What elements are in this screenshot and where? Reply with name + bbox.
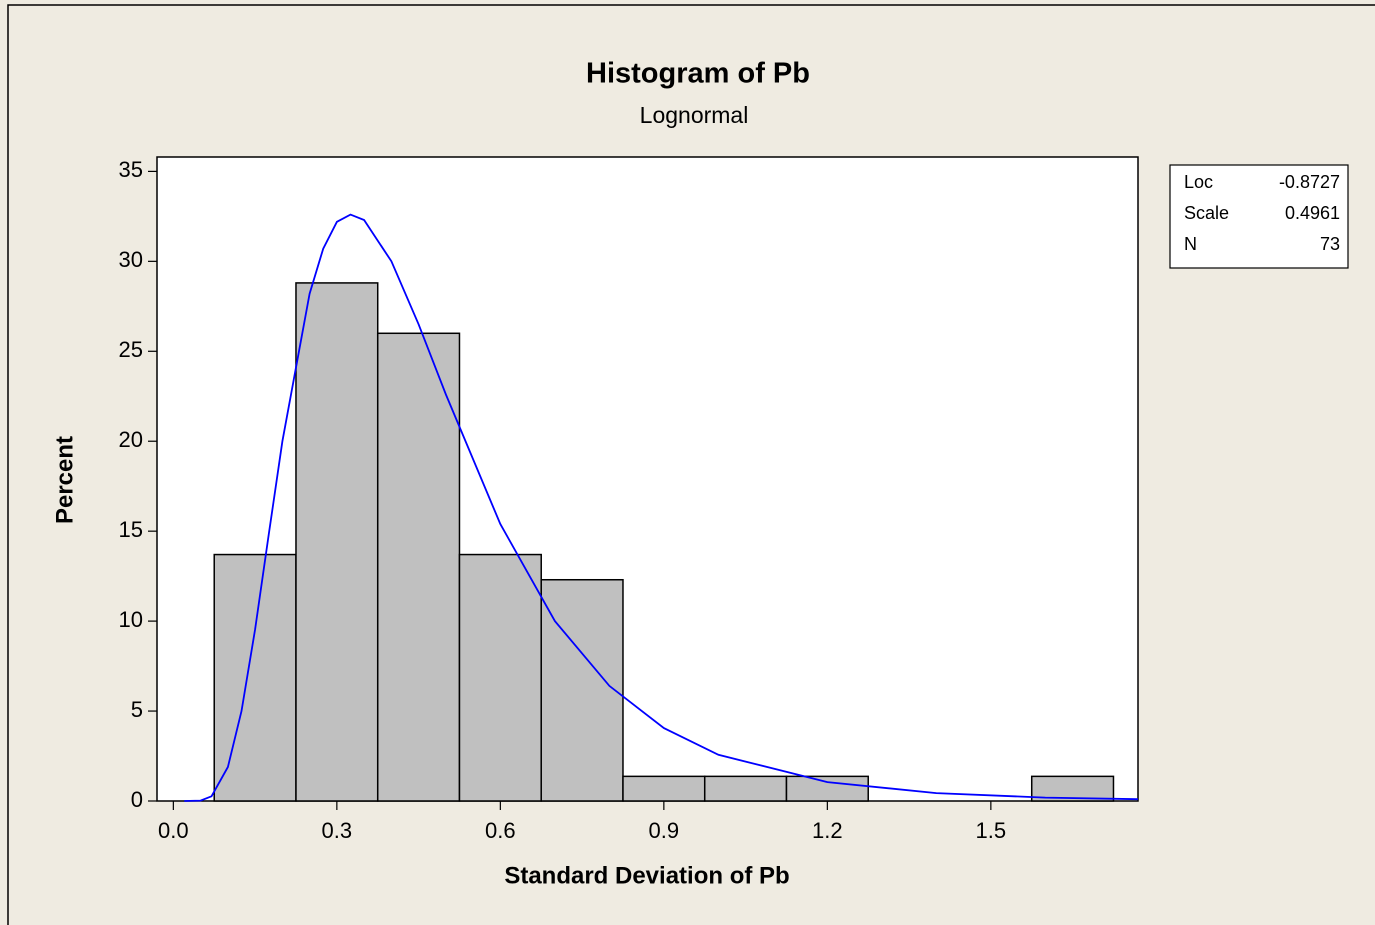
y-tick-label: 10 — [119, 607, 143, 632]
y-tick-label: 20 — [119, 427, 143, 452]
fit-curve — [184, 213, 1139, 802]
bar — [622, 775, 706, 802]
bar — [376, 332, 461, 802]
bar — [213, 553, 297, 802]
stat-label: Loc — [1184, 172, 1213, 192]
x-tick-label: 0.0 — [158, 818, 189, 843]
y-tick-label: 30 — [119, 247, 143, 272]
y-tick-label: 0 — [131, 787, 143, 812]
x-axis-label: Standard Deviation of Pb — [504, 862, 789, 889]
y-tick-label: 15 — [119, 517, 143, 542]
chart-subtitle: Lognormal — [640, 102, 749, 128]
stat-label: Scale — [1184, 203, 1229, 223]
bar — [785, 775, 869, 802]
stat-label: N — [1184, 234, 1197, 254]
bar — [703, 775, 788, 802]
stat-value: -0.8727 — [1279, 172, 1340, 192]
stats-box — [1169, 164, 1349, 269]
y-tick-label: 25 — [119, 337, 143, 362]
y-tick-label: 5 — [131, 697, 143, 722]
x-tick-label: 0.9 — [649, 818, 680, 843]
stat-value: 0.4961 — [1285, 203, 1340, 223]
y-tick-label: 35 — [119, 157, 143, 182]
bar — [295, 282, 379, 802]
x-tick-label: 0.6 — [485, 818, 516, 843]
y-axis-label: Percent — [51, 436, 78, 524]
x-tick-label: 1.5 — [976, 818, 1007, 843]
x-tick-label: 1.2 — [812, 818, 843, 843]
chart-title: Histogram of Pb — [586, 58, 810, 90]
frame — [7, 4, 1375, 925]
bar — [458, 553, 542, 802]
stat-value: 73 — [1320, 234, 1340, 254]
bar — [540, 578, 624, 802]
x-tick-label: 0.3 — [322, 818, 353, 843]
